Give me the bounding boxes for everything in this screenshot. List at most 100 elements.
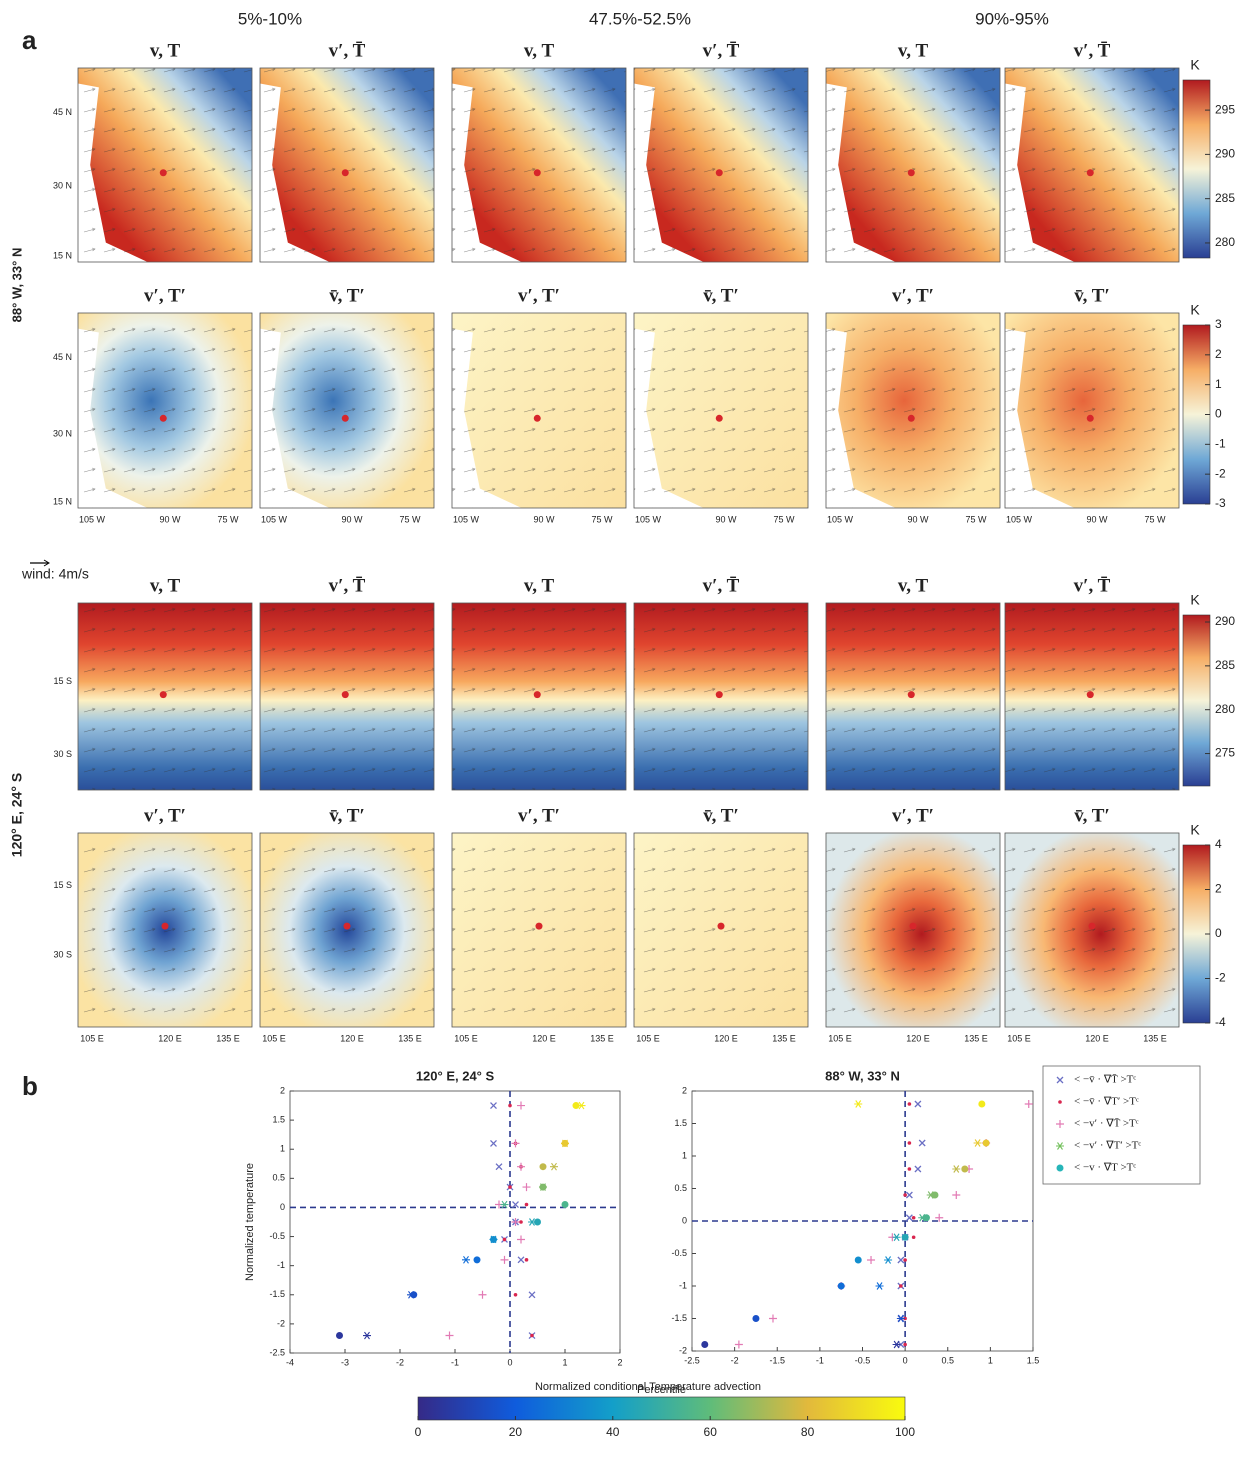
lon-label: 135 E	[1143, 1033, 1167, 1043]
colorbar-tick-label: 290	[1215, 147, 1235, 161]
x-tick-label: -1.5	[769, 1355, 785, 1365]
lon-label: 90 W	[533, 514, 555, 524]
point	[508, 1103, 512, 1108]
x-marker	[1056, 1076, 1064, 1084]
map-frame	[77, 832, 253, 1028]
point	[931, 1191, 939, 1199]
site-marker	[907, 169, 915, 177]
point	[512, 1201, 519, 1208]
map-title: v′, T′	[518, 805, 560, 826]
column-header: 5%-10%	[238, 9, 302, 28]
site-marker	[907, 691, 915, 699]
lon-label: 135 E	[772, 1033, 796, 1043]
wind-vectors	[826, 833, 1000, 1027]
site-marker	[341, 414, 349, 422]
star-marker	[952, 1165, 961, 1173]
circle-marker	[561, 1139, 569, 1147]
chart-title: 120° E, 24° S	[416, 1068, 495, 1083]
colorbar-tick-label: -2	[1215, 466, 1226, 480]
lon-label: 105 E	[1007, 1033, 1031, 1043]
map-frame	[633, 832, 809, 1028]
lat-label: 45 N	[53, 352, 72, 362]
wind-vectors	[634, 313, 808, 508]
map-title: v̄, T′	[329, 285, 365, 306]
x-marker	[512, 1201, 519, 1208]
map-frame	[77, 67, 253, 263]
lon-label: 105 E	[80, 1033, 104, 1043]
x-tick-label: 0	[903, 1355, 908, 1365]
lon-label: 105 W	[635, 514, 662, 524]
legend-box	[1042, 1065, 1201, 1185]
x-tick-label: 1	[988, 1355, 993, 1365]
colorbar	[1182, 614, 1211, 787]
point	[922, 1214, 930, 1222]
star-marker	[462, 1256, 470, 1264]
map-title: v, T	[524, 40, 555, 61]
lon-label: 135 E	[216, 1033, 240, 1043]
map-frame	[1004, 312, 1180, 509]
wind-vectors	[826, 313, 1000, 508]
wind-vectors	[260, 833, 434, 1027]
point	[961, 1165, 969, 1173]
circle-marker	[539, 1163, 547, 1171]
point	[914, 1100, 922, 1108]
x-tick-label: -2	[396, 1357, 404, 1367]
plus-marker	[1056, 1120, 1064, 1128]
x-marker	[897, 1256, 905, 1264]
colorbar-tick-label: -3	[1215, 496, 1226, 510]
map-frame	[451, 832, 627, 1028]
circle-marker	[837, 1282, 845, 1290]
map-title: v′, T′	[892, 805, 934, 826]
dot-marker	[899, 1284, 903, 1288]
point	[524, 1202, 529, 1207]
dot-marker	[508, 1103, 512, 1108]
dot-marker	[903, 1342, 907, 1347]
colorbar-tick-label: 280	[1215, 235, 1235, 249]
circle-marker	[539, 1183, 547, 1191]
lon-label: 120 E	[340, 1033, 364, 1043]
x-tick-label: 0.5	[941, 1355, 954, 1365]
map-frame	[825, 832, 1001, 1028]
circle-marker	[752, 1315, 760, 1322]
point	[903, 1193, 907, 1197]
lat-label: 30 S	[53, 950, 72, 960]
lon-label: 75 W	[399, 514, 421, 524]
y-tick-label: -1.5	[671, 1313, 687, 1323]
y-tick-label: 0	[682, 1215, 687, 1225]
map-frame	[633, 312, 809, 509]
site-marker	[907, 414, 915, 422]
lon-label: 75 W	[773, 514, 795, 524]
legend-entry: < −v′ · ∇T′ >Tᶜ	[1074, 1140, 1141, 1152]
circle-marker	[854, 1256, 862, 1264]
plus-marker	[500, 1255, 509, 1264]
site-marker	[1086, 414, 1094, 422]
point	[875, 1282, 884, 1290]
map-frame	[633, 602, 809, 791]
colorbar-tick-label: -1	[1215, 437, 1226, 451]
map-frame	[259, 67, 435, 263]
point	[517, 1101, 525, 1110]
point	[511, 1139, 520, 1148]
point	[462, 1256, 470, 1264]
star-marker	[892, 1233, 901, 1242]
circle-marker	[931, 1191, 939, 1199]
map-frame	[825, 312, 1001, 509]
map-title: v′, T̄	[329, 40, 366, 61]
plus-marker	[734, 1340, 743, 1349]
star-marker	[884, 1256, 893, 1264]
x-tick-label: -1	[451, 1357, 459, 1367]
point	[1024, 1100, 1033, 1108]
map-title: v, T	[150, 40, 181, 61]
point	[914, 1165, 922, 1173]
colorbar-label: Percentile	[637, 1384, 686, 1396]
wind-vectors	[1005, 313, 1179, 508]
point	[445, 1331, 454, 1340]
x-marker	[918, 1139, 926, 1147]
x-marker	[905, 1214, 913, 1222]
column-header: 90%-95%	[975, 9, 1049, 28]
x-tick-label: 2	[617, 1357, 622, 1367]
wind-vectors	[826, 68, 1000, 262]
point	[911, 1235, 916, 1240]
legend-marker	[1058, 1100, 1062, 1104]
lon-label: 75 W	[965, 514, 987, 524]
